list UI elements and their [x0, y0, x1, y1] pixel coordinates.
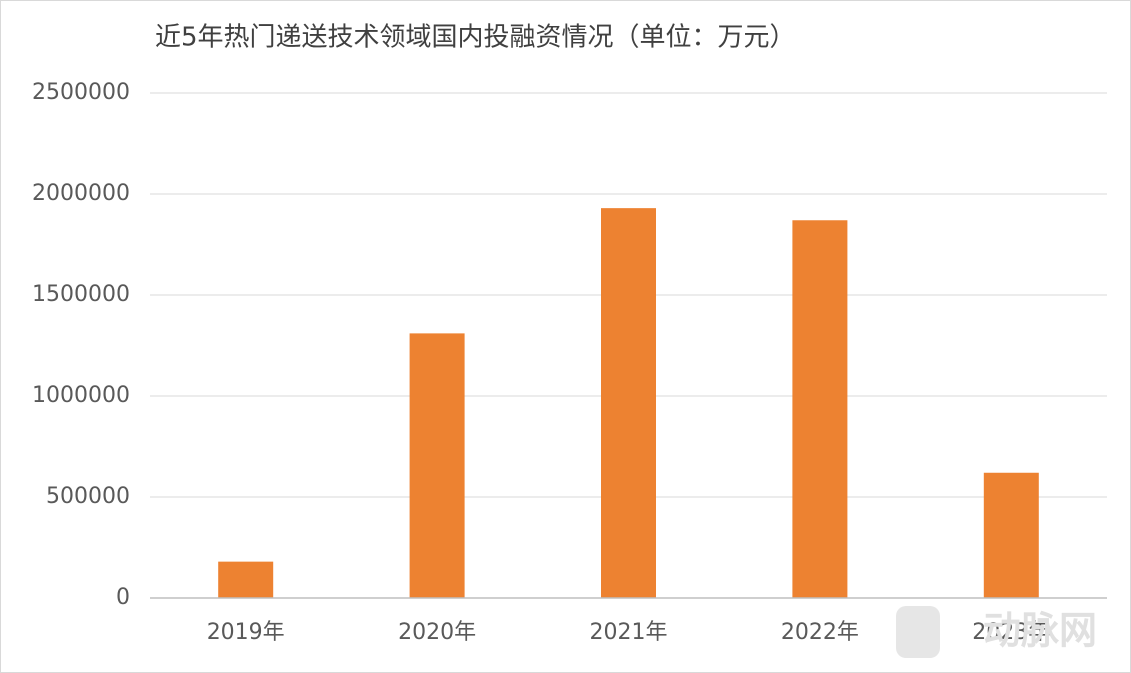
- bar: [601, 208, 656, 598]
- x-tick-label: 2021年: [590, 620, 668, 645]
- y-tick-label: 2500000: [32, 80, 130, 105]
- watermark: 动脉网: [983, 609, 1097, 653]
- bar: [409, 333, 465, 598]
- x-tick-label: 2019年: [207, 620, 285, 645]
- bar: [218, 561, 274, 598]
- x-tick-label: 2022年: [781, 620, 859, 645]
- x-tick-label: 2020年: [398, 620, 476, 645]
- watermark-logo: [896, 606, 940, 658]
- x-tick-label: 2023年: [972, 620, 1050, 645]
- y-tick-label: 1000000: [32, 383, 130, 408]
- y-tick-label: 0: [116, 585, 130, 610]
- chart-title: 近5年热门递送技术领域国内投融资情况（单位：万元）: [155, 23, 796, 53]
- bar: [792, 220, 848, 598]
- y-tick-label: 2000000: [32, 181, 130, 206]
- y-tick-label: 1500000: [32, 282, 130, 307]
- y-tick-label: 500000: [46, 484, 130, 509]
- bar: [983, 472, 1039, 598]
